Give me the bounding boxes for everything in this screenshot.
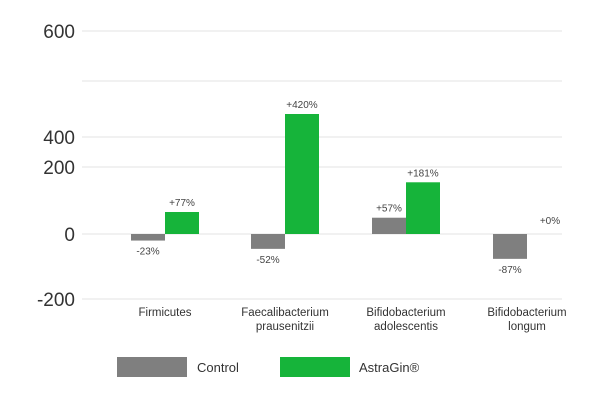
data-label: -87% — [498, 265, 521, 276]
legend-swatch-astragin — [280, 357, 350, 377]
bar-control — [372, 217, 406, 234]
gridlines — [82, 30, 562, 300]
data-label: +0% — [540, 216, 560, 227]
legend-label: Control — [197, 360, 239, 375]
category-label: Bifidobacterium adolescentis — [366, 307, 445, 333]
legend: Control AstraGin® — [117, 357, 420, 377]
y-axis-ticks: 600 400 200 0 -200 — [37, 22, 75, 311]
bar-control — [251, 234, 285, 249]
data-label: +57% — [376, 204, 402, 215]
bar-control — [493, 234, 527, 259]
bar-astragin — [406, 182, 440, 234]
y-tick-label: 200 — [43, 158, 75, 179]
legend-label: AstraGin® — [359, 360, 420, 375]
legend-swatch-control — [117, 357, 187, 377]
category-label: Faecalibacterium prausenitzii — [241, 307, 329, 333]
category-labels: Firmicutes Faecalibacterium prausenitzii Bi… — [138, 307, 566, 333]
bar-astragin — [285, 114, 319, 234]
bar-astragin — [165, 212, 199, 234]
data-label: -23% — [136, 247, 159, 258]
category-label: Bifidobacterium longum — [487, 307, 566, 333]
bar-control — [131, 234, 165, 241]
bars — [131, 114, 561, 259]
y-tick-label: 0 — [64, 225, 75, 246]
data-labels: -23% -52% +57% -87% +77% +420% +181% +0% — [136, 100, 560, 276]
data-label: +420% — [286, 100, 318, 111]
data-label: +77% — [169, 198, 195, 209]
y-tick-label: 600 — [43, 22, 75, 43]
data-label: -52% — [256, 255, 279, 266]
data-label: +181% — [407, 168, 439, 179]
y-tick-label: -200 — [37, 290, 75, 311]
y-tick-label: 400 — [43, 128, 75, 149]
category-label: Firmicutes — [138, 307, 191, 319]
